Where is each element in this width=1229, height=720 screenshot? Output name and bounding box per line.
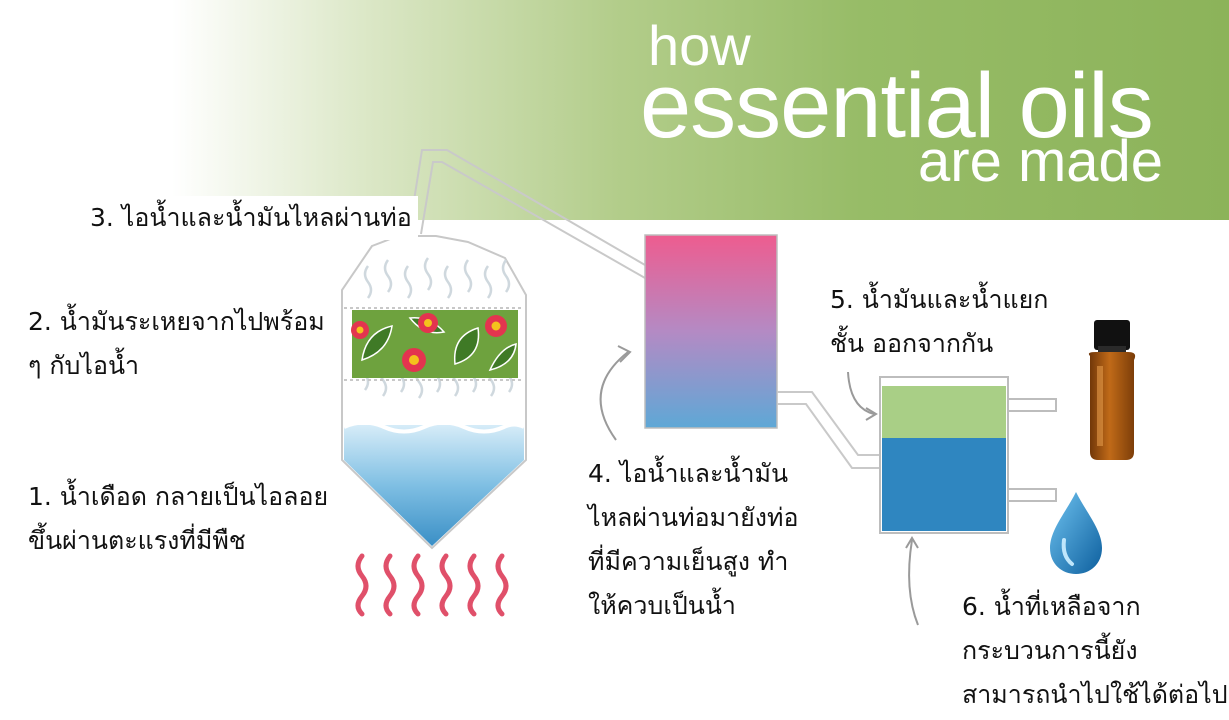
condenser-outlet-pipe [777,391,880,469]
heat-icon [355,553,509,617]
oil-bottle-icon [1088,320,1136,460]
step-6-label: 6. น้ำที่เหลือจาก กระบวนการนี้ยัง สามารถ… [962,592,1228,709]
still-vessel [341,235,527,550]
step-3-label: 3. ไอน้ำและน้ำมันไหลผ่านท่อ [84,196,418,240]
title-line-are-made: are made [918,129,1164,194]
separator-vessel [879,376,1057,534]
step-4-label: 4. ไอน้ำและน้ำมัน ไหลผ่านท่อมายังท่อ ที่… [588,459,799,620]
water-layer [882,438,1006,531]
oil-layer [882,386,1006,438]
boiling-water [344,425,524,546]
title-line-how: how [648,14,751,77]
step-2-label: 2. น้ำมันระเหยจากไปพร้อม ๆ กับไอน้ำ [28,307,325,380]
step-5-label: 5. น้ำมันและน้ำแยก ชั้น ออกจากกัน [830,285,1049,358]
title-banner [0,0,1229,220]
water-drop-icon [1050,492,1102,574]
arrow-icon [599,345,632,441]
step-1-label: 1. น้ำเดือด กลายเป็นไอลอย ขึ้นผ่านตะแรงท… [28,482,329,555]
arrow-icon [847,371,919,626]
flower-icon [351,313,507,372]
plant-grate [344,307,524,381]
title-line-essential-oils: essential oils [640,55,1154,157]
vapor-pipe [408,149,646,279]
condenser [644,234,778,429]
